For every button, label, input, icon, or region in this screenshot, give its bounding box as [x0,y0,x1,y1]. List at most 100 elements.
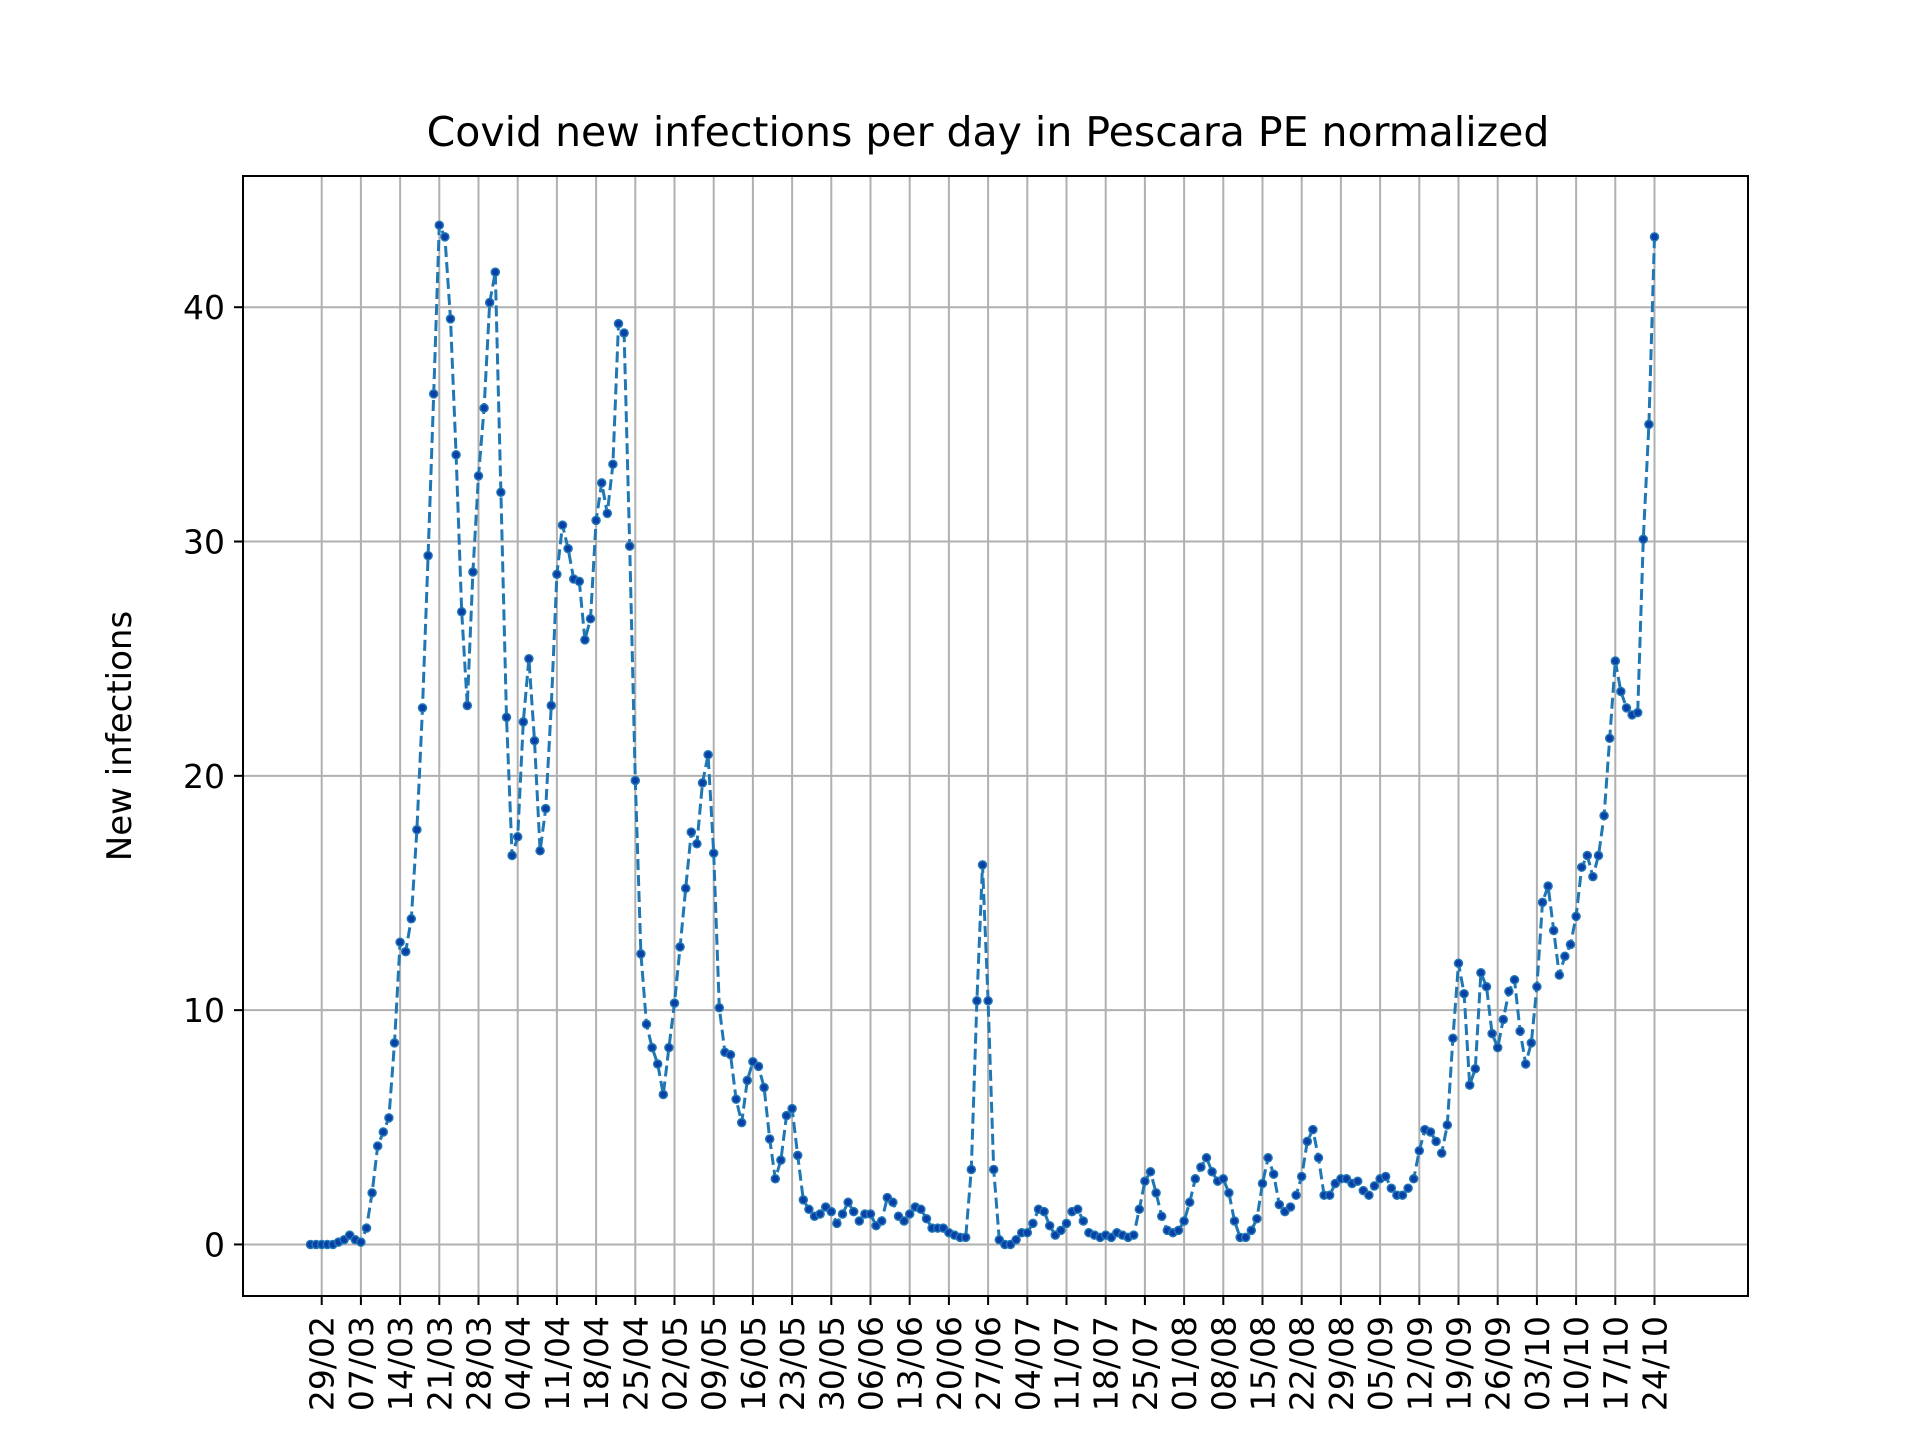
data-point [1464,1080,1475,1090]
data-point [1285,1202,1296,1212]
data-point [1263,1153,1273,1163]
x-tick-label: 04/04 [499,1316,538,1411]
data-point [1352,1176,1363,1186]
data-point [636,949,646,959]
data-point [1436,1148,1447,1158]
data-point [848,1206,859,1217]
data-point [395,937,405,947]
x-tick-label: 19/09 [1440,1316,1479,1411]
x-tick-label: 21/03 [420,1316,459,1411]
data-point [1621,703,1632,713]
data-point [804,1204,814,1215]
data-point [372,1141,383,1151]
data-point [1296,1171,1307,1182]
data-point [669,998,680,1008]
data-point [1515,1026,1525,1036]
data-point [400,946,411,957]
data-point [1408,1174,1419,1184]
data-point [423,550,433,561]
x-tick-label: 06/06 [852,1316,891,1411]
data-point [367,1188,377,1198]
data-point [1039,1206,1049,1217]
data-point [798,1195,809,1205]
data-point [1638,534,1649,544]
data-point [1431,1136,1441,1147]
data-point [1588,871,1598,882]
data-point [507,850,517,861]
data-point [983,996,993,1006]
data-point [1453,958,1464,969]
data-point [462,700,473,711]
data-point [1257,1178,1268,1189]
x-tick-label: 28/03 [460,1316,499,1411]
x-tick-label: 03/10 [1518,1316,1557,1411]
data-point [445,314,456,324]
data-point [1078,1216,1089,1226]
data-point [1044,1220,1055,1231]
x-tick-label: 24/10 [1636,1316,1675,1411]
x-tick-label: 11/04 [538,1316,577,1411]
data-point [518,717,529,727]
data-point [428,389,439,399]
data-point [473,471,484,481]
data-point [1207,1167,1217,1177]
data-point [1190,1174,1201,1184]
data-point [1140,1176,1150,1186]
data-point [658,1089,669,1100]
data-point [1061,1218,1072,1229]
y-tick-label: 10 [183,991,225,1030]
x-tick-label: 22/08 [1283,1316,1322,1411]
data-point [1576,862,1587,872]
data-point [1011,1235,1021,1245]
x-tick-label: 11/07 [1048,1316,1087,1411]
data-point [1543,881,1553,891]
y-axis-label: New infections [100,611,140,861]
data-point [1537,897,1548,908]
x-tick-label: 04/07 [1008,1316,1047,1411]
data-point [692,839,702,849]
data-point [972,996,982,1006]
data-point [524,653,534,664]
data-point [496,487,506,498]
data-point [1380,1171,1391,1182]
y-tick-label: 20 [183,757,225,796]
data-point [1487,1028,1497,1039]
data-point [921,1213,932,1224]
data-point [1308,1124,1318,1135]
data-point [535,846,545,856]
data-point [356,1237,366,1247]
data-point [888,1197,898,1208]
y-tick-label: 40 [183,288,225,327]
data-point [837,1209,848,1219]
data-point [378,1127,389,1137]
data-point [1240,1232,1251,1243]
data-point [680,883,691,894]
data-point [630,775,641,786]
data-point [1526,1038,1537,1048]
data-point [1179,1216,1189,1226]
axes-frame [242,175,1749,1297]
data-point [731,1094,741,1104]
data-point [546,700,557,711]
x-tick-label: 27/06 [969,1316,1008,1411]
data-point [1470,1063,1481,1074]
data-point [479,403,489,413]
x-tick-label: 01/08 [1165,1316,1204,1411]
data-point [1565,939,1576,950]
data-point [1498,1014,1509,1025]
data-point [624,541,635,551]
x-tick-label: 25/04 [616,1316,655,1411]
data-point [1593,850,1604,861]
data-point [664,1042,674,1053]
data-point [1246,1225,1257,1236]
data-point [1448,1033,1458,1044]
data-point [1414,1145,1425,1156]
data-point [714,1003,725,1013]
data-point [1151,1188,1161,1198]
data-point [753,1061,764,1072]
data-point [1268,1169,1279,1179]
data-point [787,1103,797,1114]
data-point [977,860,988,870]
data-point [792,1150,803,1161]
